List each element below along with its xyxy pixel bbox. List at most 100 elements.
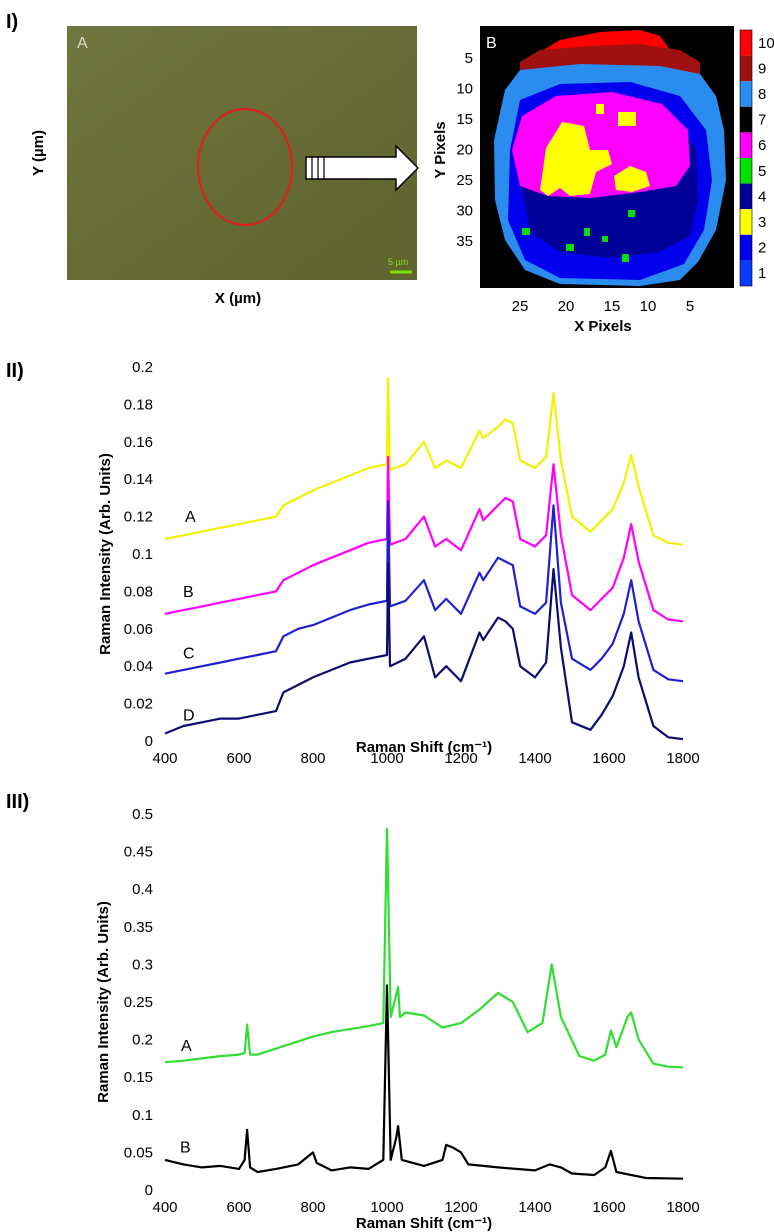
y-tick-label: 0.35 [124,919,153,936]
x-tick-label: 1400 [518,1199,551,1216]
x-tick-label: 400 [152,750,177,767]
y-tick-label: 0.14 [124,471,153,488]
cluster-map-xtick: 10 [640,298,657,315]
y-tick-label: 0.18 [124,396,153,413]
micrograph-ylabel: Y (µm) [30,130,47,176]
series-label-B: B [180,1139,191,1156]
x-axis-label: Raman Shift (cm⁻¹) [356,739,492,756]
colorbar-label: 2 [758,240,766,257]
series-label-B: B [183,584,194,601]
arrow-icon [305,144,419,192]
y-tick-label: 0.3 [132,956,153,973]
x-tick-label: 1000 [370,1199,403,1216]
y-tick-label: 0.02 [124,696,153,713]
colorbar-swatch [740,106,752,133]
series-line-D [164,562,684,741]
x-tick-label: 1800 [666,1199,699,1216]
colorbar-label: 4 [758,188,766,205]
micrograph-image [67,26,417,280]
y-tick-label: 0.2 [132,359,153,376]
series-line-B [164,455,684,623]
y-tick-label: 0.16 [124,434,153,451]
y-tick-label: 0 [145,733,153,750]
x-tick-label: 800 [300,750,325,767]
y-axis-label: Raman Intensity (Arb. Units) [95,901,112,1103]
cluster-map-xlabel: X Pixels [574,318,632,335]
cluster-map-ytick: 15 [456,111,473,128]
raman-chart-2: 0 0.05 0.1 0.15 0.2 0.25 0.3 0.35 0.4 0.45 0.5 400 6… [95,806,700,1232]
x-tick-label: 1200 [444,750,477,767]
x-tick-label: 600 [226,750,251,767]
x-tick-label: 1800 [666,750,699,767]
colorbar-swatch [740,30,752,56]
cluster-map-xtick: 20 [558,298,575,315]
colorbar-label: 9 [758,60,766,77]
colorbar-swatch [740,183,752,210]
colorbar-label: 7 [758,112,766,129]
cluster-map-xtick: 5 [686,298,694,315]
cluster-map-ytick: 10 [456,81,473,98]
series-label-A: A [185,509,196,526]
colorbar-swatch [740,234,752,261]
colorbar-swatch [740,132,752,158]
y-tick-label: 0.06 [124,621,153,638]
x-tick-label: 400 [152,1199,177,1216]
y-tick-label: 0 [145,1182,153,1199]
colorbar-swatch [740,209,752,235]
cluster-map-image [494,30,726,286]
x-tick-label: 1000 [370,750,403,767]
y-tick-label: 0.08 [124,583,153,600]
panel-label-1: I) [6,11,18,33]
series-line-C [164,500,684,683]
y-tick-label: 0.04 [124,658,153,675]
y-tick-label: 0.05 [124,1144,153,1161]
series-line-B [164,984,684,1180]
y-tick-label: 0.1 [132,1107,153,1124]
panel-label-2: II) [6,360,24,382]
micrograph-label: A [77,35,88,52]
raman-chart-1: 0 0.02 0.04 0.06 0.08 0.1 0.12 0.14 0.16 0.18 0.2 4… [97,359,700,767]
x-tick-label: 600 [226,1199,251,1216]
cell-outline-circle [196,107,294,227]
micrograph-xlabel: X (µm) [215,290,261,307]
x-tick-label: 1400 [518,750,551,767]
panel-label-3: III) [6,791,29,813]
series-label-A: A [181,1038,192,1055]
colorbar-label: 10 [758,35,774,52]
x-axis-label: Raman Shift (cm⁻¹) [356,1215,492,1232]
cluster-map-ytick: 35 [456,233,473,250]
y-tick-label: 0.12 [124,509,153,526]
cluster-map-ytick: 25 [456,172,473,189]
series-line-A [164,827,684,1069]
y-tick-label: 0.4 [132,881,153,898]
y-tick-label: 0.45 [124,844,153,861]
cluster-map-label: B [486,35,497,52]
colorbar-label: 5 [758,163,766,180]
y-tick-label: 0.1 [132,546,153,563]
colorbar-swatch [740,158,752,184]
cluster-map-ylabel: Y Pixels [432,121,449,178]
y-tick-label: 0.2 [132,1032,153,1049]
colorbar-label: 8 [758,86,766,103]
y-axis-label: Raman Intensity (Arb. Units) [97,453,114,655]
colorbar-swatch [740,260,752,286]
cluster-map-ytick: 30 [456,203,473,220]
y-tick-label: 0.25 [124,994,153,1011]
series-label-C: C [183,646,195,663]
colorbar-swatch [740,55,752,82]
micrograph-panel: A 5 µm X (µm) Y (µm) [30,26,417,307]
x-tick-label: 800 [300,1199,325,1216]
x-tick-label: 1600 [592,750,625,767]
x-tick-label: 1600 [592,1199,625,1216]
y-tick-label: 0.15 [124,1069,153,1086]
colorbar-label: 1 [758,265,766,282]
y-tick-label: 0.5 [132,806,153,823]
colorbar-swatch [740,81,752,107]
cluster-map-xtick: 15 [604,298,621,315]
x-tick-label: 1200 [444,1199,477,1216]
colorbar-label: 6 [758,137,766,154]
scale-bar-label: 5 µm [388,257,408,267]
colorbar-label: 3 [758,214,766,231]
